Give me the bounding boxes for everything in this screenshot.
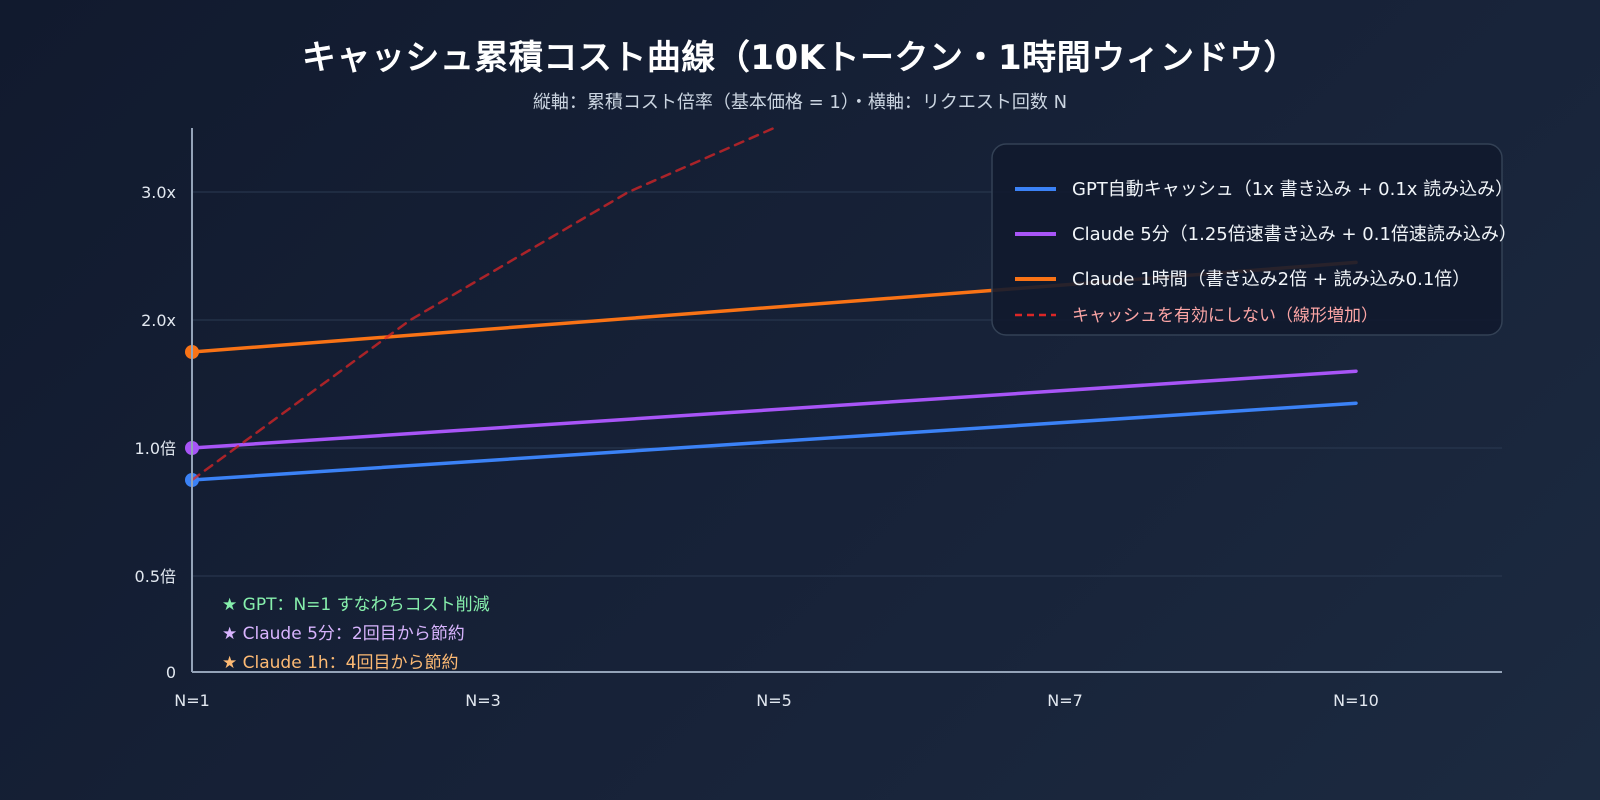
- tick-labels: 0 0.5倍 1.0倍 2.0x 3.0x N=1 N=3 N=5 N=7 N=10: [135, 183, 1379, 710]
- chart-subtitle: 縦軸：累積コスト倍率（基本価格 = 1）・横軸：リクエスト回数 N: [532, 92, 1068, 113]
- chart-title: キャッシュ累積コスト曲線（10Kトークン・1時間ウィンドウ）: [301, 38, 1299, 78]
- x-tick-label: N=1: [174, 691, 210, 710]
- y-tick-label: 1.0倍: [135, 439, 176, 458]
- y-tick-label: 2.0x: [141, 311, 176, 330]
- annotations: ★ GPT：N=1 すなわちコスト削減 ★ Claude 5分：2回目から節約 ★ …: [222, 595, 490, 673]
- legend: GPT自動キャッシュ（1x 書き込み + 0.1x 読み込み） Claude 5分…: [991, 143, 1517, 336]
- x-tick-label: N=3: [465, 691, 501, 710]
- y-tick-label: 3.0x: [141, 183, 176, 202]
- annotation-text: ★ GPT：N=1 すなわちコスト削減: [222, 595, 490, 615]
- x-tick-label: N=5: [756, 691, 792, 710]
- axes: [191, 128, 1502, 673]
- annotation-text: ★ Claude 5分：2回目から節約: [222, 624, 465, 644]
- legend-label: Claude 1時間（書き込み2倍 + 読み込み0.1倍）: [1072, 269, 1470, 290]
- legend-label: GPT自動キャッシュ（1x 書き込み + 0.1x 読み込み）: [1072, 179, 1513, 200]
- y-tick-label: 0: [166, 663, 176, 682]
- y-tick-label: 0.5倍: [135, 567, 176, 586]
- annotation-text: ★ Claude 1h：4回目から節約: [222, 653, 459, 673]
- series-line-1: [190, 401, 1358, 482]
- x-tick-label: N=10: [1333, 691, 1379, 710]
- legend-box: [991, 143, 1503, 336]
- series-line-4: [190, 126, 776, 482]
- legend-label: キャッシュを有効にしない（線形増加）: [1072, 306, 1378, 326]
- x-tick-label: N=7: [1047, 691, 1083, 710]
- series-line-2: [190, 369, 1358, 450]
- legend-label: Claude 5分（1.25倍速書き込み + 0.1倍速読み込み）: [1072, 224, 1517, 245]
